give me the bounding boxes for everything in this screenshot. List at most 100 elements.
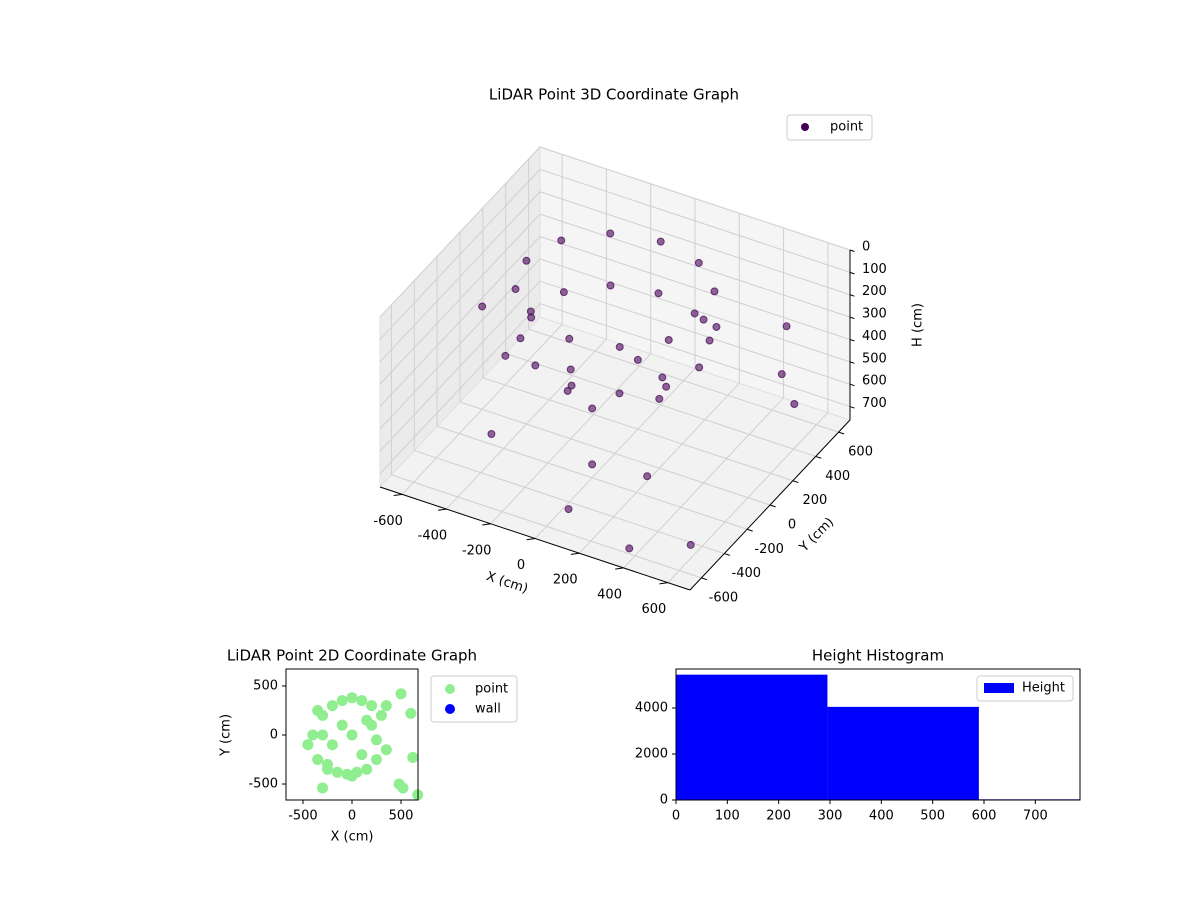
grid-line <box>379 303 541 474</box>
point <box>690 309 699 318</box>
point <box>658 373 667 382</box>
x-tick-label: 500 <box>389 809 414 824</box>
tick-mark <box>746 528 753 532</box>
grid-line <box>539 213 851 318</box>
point <box>564 505 573 514</box>
axis-line <box>689 419 851 591</box>
grid-line <box>539 146 851 251</box>
tick-mark <box>849 294 855 297</box>
point <box>321 758 333 770</box>
point <box>302 739 314 751</box>
bar <box>827 706 979 800</box>
x-tick-label: -400 <box>418 529 448 544</box>
grid-line <box>459 401 771 506</box>
grid-line <box>539 303 851 408</box>
tick-mark <box>526 538 536 541</box>
grid-line <box>379 146 541 318</box>
chart-title: LiDAR Point 2D Coordinate Graph <box>227 647 477 665</box>
point <box>615 389 624 398</box>
x-tick-label: 200 <box>553 573 578 588</box>
grid-line <box>379 169 541 340</box>
chart-title: Height Histogram <box>812 647 944 665</box>
tick-mark <box>849 383 855 387</box>
x-tick-label: 100 <box>715 809 740 824</box>
point <box>511 285 520 294</box>
z-tick-label: 400 <box>862 329 887 344</box>
grid-line <box>379 213 541 385</box>
point <box>531 361 540 370</box>
tick-mark <box>437 508 447 511</box>
x-tick-label: 200 <box>766 809 791 824</box>
point <box>312 754 324 766</box>
y-tick-label: 400 <box>825 469 850 484</box>
axes-frame <box>675 668 1081 801</box>
z-tick-label: 500 <box>862 351 887 366</box>
tick-mark <box>849 316 855 320</box>
y-tick-label: 0 <box>788 518 796 533</box>
point <box>782 322 791 331</box>
point <box>559 288 568 297</box>
point <box>478 302 487 311</box>
tick-mark <box>615 567 624 570</box>
point <box>336 695 348 707</box>
x-tick-label: 400 <box>869 809 894 824</box>
point <box>356 695 368 707</box>
point <box>656 237 665 246</box>
tick-mark <box>570 552 580 555</box>
legend-marker <box>984 683 1014 693</box>
x-tick-label: 0 <box>517 558 525 573</box>
point <box>331 766 343 778</box>
point <box>606 229 615 238</box>
y-tick-label: 600 <box>848 445 873 460</box>
point <box>790 400 799 409</box>
z-axis-label: H (cm) <box>911 303 926 347</box>
point <box>371 754 383 766</box>
point <box>563 386 572 395</box>
point <box>606 281 615 290</box>
legend-marker <box>445 684 455 694</box>
tick-mark <box>792 480 799 484</box>
point <box>712 322 721 331</box>
point <box>516 334 525 343</box>
x-tick-label: 700 <box>1023 809 1048 824</box>
axis-line <box>379 486 691 591</box>
tick-mark <box>849 271 855 275</box>
x-axis-label: X (cm) <box>331 830 374 845</box>
tick-mark <box>724 553 730 556</box>
y-tick-label: -500 <box>248 777 278 792</box>
point <box>375 709 387 721</box>
x-tick-label: 600 <box>641 602 666 617</box>
z-tick-label: 100 <box>862 262 887 277</box>
point <box>588 460 597 469</box>
grid-line <box>379 191 541 363</box>
y-tick-label: 200 <box>802 493 827 508</box>
tick-mark <box>849 338 855 342</box>
z-tick-label: 600 <box>862 374 887 389</box>
y-axis-label: Y (cm) <box>219 714 234 757</box>
point <box>526 307 535 316</box>
grid-line <box>414 450 725 555</box>
point <box>312 704 324 716</box>
y-tick-label: -400 <box>732 566 762 581</box>
point <box>633 355 642 364</box>
point <box>694 258 703 267</box>
point <box>710 287 719 296</box>
grid-line <box>505 352 816 457</box>
grid-line <box>539 280 851 385</box>
tick-mark <box>769 504 776 508</box>
tick-mark <box>659 582 668 585</box>
x-tick-label: 0 <box>348 809 356 824</box>
legend-marker <box>445 704 455 714</box>
point <box>346 770 358 782</box>
tick-mark <box>849 249 855 252</box>
point <box>326 739 338 751</box>
tick-mark <box>838 431 845 435</box>
y-tick-label: 0 <box>660 793 668 808</box>
tick-mark <box>849 406 855 409</box>
grid-line <box>539 168 851 273</box>
point <box>686 540 695 549</box>
point <box>615 342 624 351</box>
point <box>588 404 597 413</box>
y-tick-label: -600 <box>709 590 739 605</box>
